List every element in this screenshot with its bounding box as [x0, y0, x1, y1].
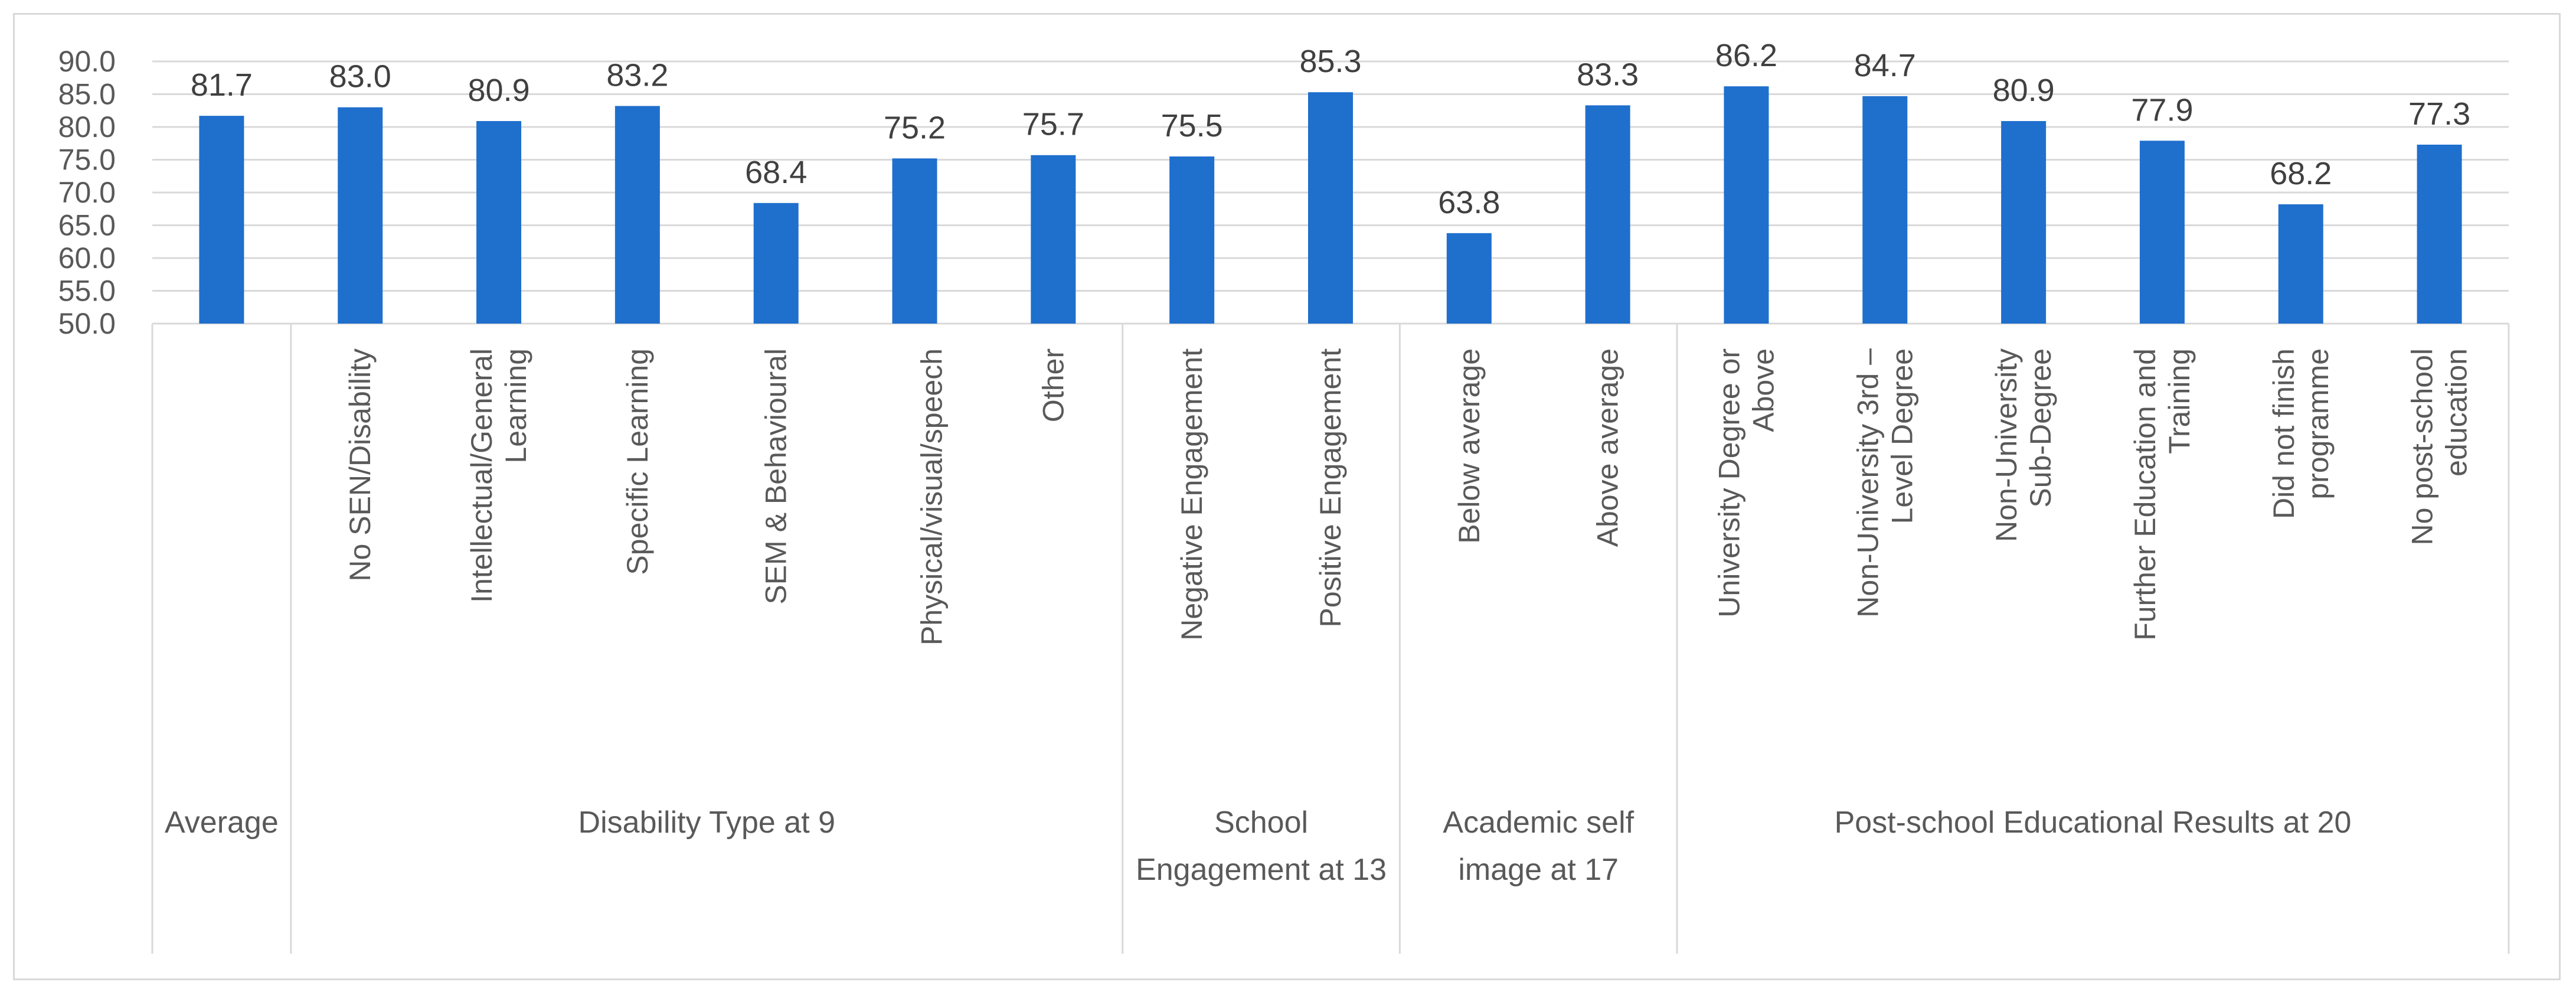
y-tick-label: 80.0 — [58, 110, 116, 143]
data-label: 83.0 — [329, 59, 391, 94]
y-tick-label: 85.0 — [58, 78, 116, 111]
chart-frame — [13, 13, 2561, 980]
category-label: No SEN/Disability — [344, 348, 377, 582]
data-label: 68.4 — [745, 155, 807, 190]
y-tick-label: 60.0 — [58, 242, 116, 275]
data-label: 80.9 — [1993, 73, 2055, 108]
y-tick-label: 70.0 — [58, 176, 116, 209]
group-label: Post-school Educational Results at 20 — [1835, 805, 2352, 840]
data-label: 75.7 — [1022, 107, 1084, 142]
category-label: Below average — [1453, 348, 1486, 544]
category-label: University Degree orAbove — [1712, 348, 1780, 618]
bar — [1169, 156, 1215, 324]
data-label: 84.7 — [1854, 48, 1916, 83]
category-label: Further Education andTraining — [2129, 348, 2196, 641]
bar — [1031, 155, 1076, 324]
bar — [2001, 121, 2047, 324]
category-label: Non-UniversitySub-Degree — [1990, 348, 2057, 542]
data-label: 68.2 — [2270, 156, 2332, 191]
data-label: 75.2 — [884, 110, 946, 145]
bar — [1308, 92, 1353, 324]
category-label: Non-University 3rd –Level Degree — [1851, 348, 1918, 618]
data-label: 77.3 — [2408, 96, 2470, 132]
category-label: Negative Engagement — [1175, 348, 1208, 641]
group-label: Disability Type at 9 — [578, 805, 835, 840]
category-label: Specific Learning — [621, 348, 654, 575]
bar — [2139, 141, 2185, 324]
y-tick-label: 50.0 — [58, 307, 116, 340]
category-label: SEM & Behavioural — [760, 348, 793, 605]
group-label: School Engagement at 13 — [1136, 805, 1387, 887]
y-tick-label: 55.0 — [58, 275, 116, 308]
bar — [1724, 86, 1769, 324]
y-tick-label: 65.0 — [58, 209, 116, 242]
category-label: Above average — [1591, 348, 1624, 547]
data-label: 83.3 — [1577, 57, 1639, 92]
data-label: 80.9 — [468, 73, 530, 108]
bar — [2278, 204, 2323, 324]
category-label: Physical/visual/speech — [916, 348, 949, 645]
category-label: Positive Engagement — [1314, 348, 1347, 628]
data-label: 81.7 — [191, 67, 253, 103]
data-label: 83.2 — [606, 57, 668, 93]
bar — [476, 121, 522, 324]
bar — [2417, 144, 2462, 324]
data-label: 77.9 — [2131, 92, 2193, 128]
bar — [1446, 233, 1492, 324]
data-label: 63.8 — [1438, 185, 1500, 220]
data-label: 85.3 — [1299, 44, 1361, 79]
bar — [1585, 105, 1630, 324]
y-tick-label: 75.0 — [58, 143, 116, 177]
bar — [753, 203, 799, 324]
data-label: 75.5 — [1161, 108, 1223, 143]
bar — [614, 106, 660, 324]
bar — [892, 158, 937, 324]
category-label: Did not finishprogramme — [2267, 348, 2335, 519]
y-tick-label: 90.0 — [58, 45, 116, 78]
bar — [1862, 96, 1908, 324]
bar — [338, 107, 383, 324]
bar — [199, 116, 244, 324]
group-label: Average — [165, 805, 279, 840]
group-label: Academic self image at 17 — [1443, 805, 1634, 887]
category-label: No post-schooleducation — [2406, 348, 2473, 546]
category-label: Intellectual/GeneralLearning — [465, 348, 532, 603]
data-label: 86.2 — [1715, 38, 1777, 73]
category-label: Other — [1037, 348, 1070, 422]
